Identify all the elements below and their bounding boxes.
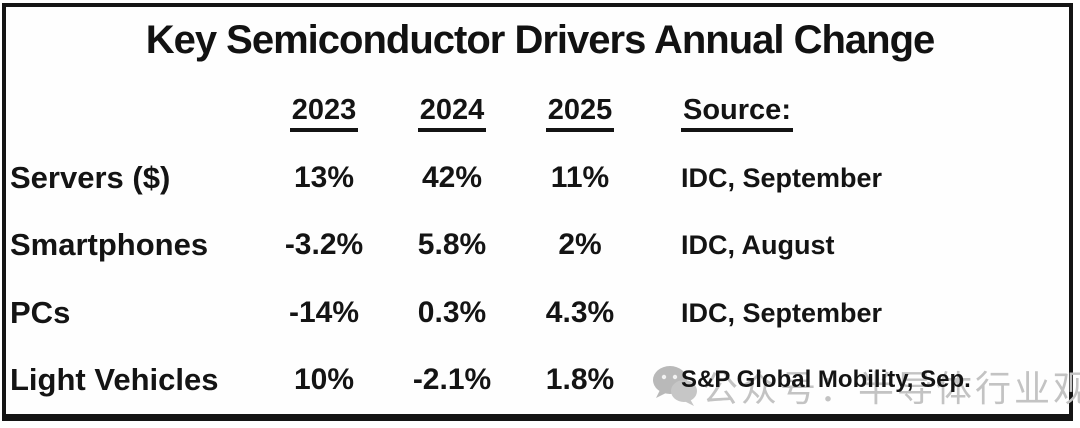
value-2023: -3.2% [284,228,364,261]
row-label: Smartphones [10,227,209,262]
value-2024: 42% [421,161,483,194]
page-title: Key Semiconductor Drivers Annual Change [145,18,936,62]
row-label: Servers ($) [10,160,171,195]
row-source: IDC, August [681,230,835,260]
column-header-2024: 2024 [387,88,517,132]
table-header-row: 2023 2024 2025 Source: [0,88,1080,132]
row-source: IDC, September [681,298,883,328]
value-2024: 0.3% [417,296,487,329]
outer-border-frame [2,3,1073,421]
value-2025: 11% [550,161,610,194]
row-source: IDC, September [681,163,883,193]
row-label: PCs [10,295,71,330]
value-2023: -14% [288,296,360,329]
table-row-smartphones: Smartphones -3.2% 5.8% 2% IDC, August [0,223,1080,267]
value-2023: 10% [293,363,355,396]
value-2025: 2% [558,228,602,261]
table-row-servers: Servers ($) 13% 42% 11% IDC, September [0,156,1080,200]
table-row-pcs: PCs -14% 0.3% 4.3% IDC, September [0,291,1080,335]
value-2024: 5.8% [417,228,487,261]
value-2023: 13% [293,161,355,194]
table-row-light-vehicles: Light Vehicles 10% -2.1% 1.8% S&P Global… [0,358,1080,402]
value-2025: 1.8% [545,363,615,396]
column-header-2023: 2023 [259,88,389,132]
value-2025: 4.3% [545,296,615,329]
value-2024: -2.1% [412,363,492,396]
column-header-2025: 2025 [515,88,645,132]
row-label: Light Vehicles [10,362,219,397]
column-header-source: Source: [681,88,793,132]
row-source: S&P Global Mobility, Sep. [681,366,971,393]
